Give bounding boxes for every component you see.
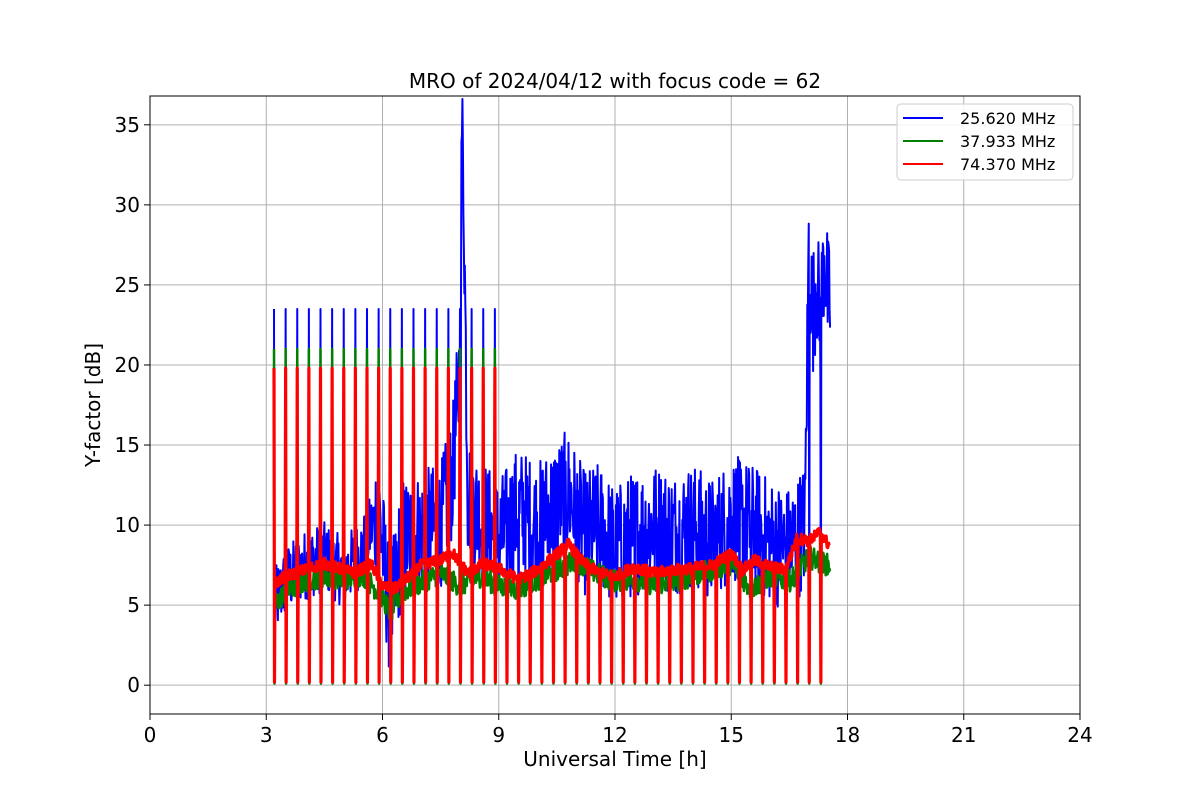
- legend-box: [896, 103, 1074, 181]
- legend-entry-3: 74.370 MHz: [960, 155, 1055, 174]
- y-tick-label: 5: [127, 593, 140, 617]
- grid: [149, 96, 1081, 714]
- x-tick-label: 24: [1067, 723, 1092, 747]
- legend: 25.620 MHz 37.933 MHz 74.370 MHz: [896, 103, 1074, 181]
- ticks: 0 3 6 9 12 15 18 21 24 0 5 10 15 20 25 30 35: [115, 113, 1093, 747]
- chart-title: MRO of 2024/04/12 with focus code = 62: [409, 69, 821, 93]
- x-tick-label: 15: [719, 723, 744, 747]
- series-line-3: [272, 366, 832, 684]
- y-tick-label: 15: [115, 433, 140, 457]
- y-axis-label: Y-factor [dB]: [81, 343, 105, 468]
- y-tick-label: 30: [115, 193, 140, 217]
- y-tick-label: 0: [127, 673, 140, 697]
- x-tick-label: 12: [602, 723, 627, 747]
- y-tick-label: 35: [115, 113, 140, 137]
- x-tick-label: 21: [951, 723, 976, 747]
- y-tick-label: 20: [115, 353, 140, 377]
- x-tick-label: 3: [260, 723, 273, 747]
- x-tick-label: 6: [376, 723, 389, 747]
- legend-entry-1: 25.620 MHz: [960, 109, 1055, 128]
- legend-entry-2: 37.933 MHz: [960, 132, 1055, 151]
- series-layer: [272, 98, 832, 685]
- x-tick-label: 9: [492, 723, 505, 747]
- y-tick-label: 10: [115, 513, 140, 537]
- y-tick-label: 25: [115, 273, 140, 297]
- x-tick-label: 18: [835, 723, 860, 747]
- x-axis-label: Universal Time [h]: [523, 747, 706, 771]
- x-tick-label: 0: [144, 723, 157, 747]
